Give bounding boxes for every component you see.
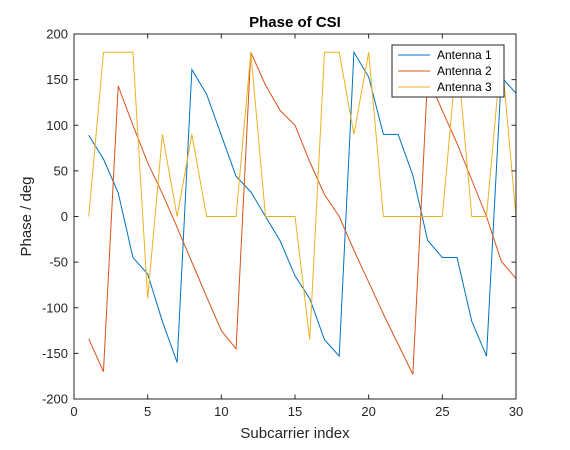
x-tick-label: 20 bbox=[361, 404, 375, 419]
y-tick-label: 200 bbox=[46, 27, 68, 42]
legend-label-antenna-3: Antenna 3 bbox=[437, 80, 492, 94]
series-layer bbox=[88, 50, 517, 375]
series-line-antenna-3 bbox=[88, 51, 517, 340]
series-line-antenna-2 bbox=[88, 52, 517, 375]
y-tick-label: 50 bbox=[54, 163, 68, 178]
y-tick-label: 0 bbox=[61, 209, 68, 224]
y-axis-label: Phase / deg bbox=[18, 176, 35, 256]
x-tick-label: 0 bbox=[70, 404, 77, 419]
x-axis-label: Subcarrier index bbox=[240, 425, 350, 442]
y-tick-label: -150 bbox=[42, 346, 68, 361]
y-tick-label: 150 bbox=[46, 72, 68, 87]
legend: Antenna 1 Antenna 2 Antenna 3 bbox=[391, 44, 505, 98]
y-tick-label: -100 bbox=[42, 300, 68, 315]
y-tick-label: -200 bbox=[42, 392, 68, 407]
tick-layer: 0 5 10 15 20 25 30 -200 -150 -100 -50 0 50 100 150 200 bbox=[42, 27, 523, 420]
x-tick-label: 5 bbox=[144, 404, 151, 419]
chart-title: Phase of CSI bbox=[249, 14, 341, 31]
series-line-antenna-1 bbox=[88, 50, 517, 363]
y-tick-label: -50 bbox=[49, 255, 68, 270]
y-tick-label: 100 bbox=[46, 118, 68, 133]
x-tick-label: 30 bbox=[509, 404, 523, 419]
x-tick-label: 15 bbox=[288, 404, 302, 419]
x-tick-label: 25 bbox=[435, 404, 449, 419]
legend-label-antenna-2: Antenna 2 bbox=[437, 64, 492, 78]
x-tick-label: 10 bbox=[214, 404, 228, 419]
legend-label-antenna-1: Antenna 1 bbox=[437, 48, 492, 62]
